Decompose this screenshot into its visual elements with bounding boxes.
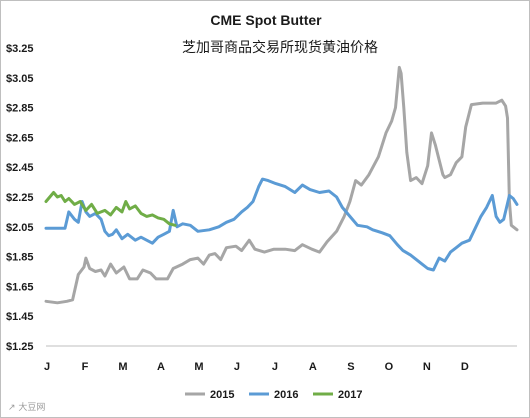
y-tick-label: $1.65: [6, 281, 34, 293]
y-tick-label: $3.25: [6, 43, 34, 55]
y-tick-label: $2.85: [6, 103, 34, 115]
series-line-2016: [44, 177, 519, 272]
y-tick-label: $2.25: [6, 192, 34, 204]
x-tick-label: N: [423, 361, 431, 373]
y-tick-label: $1.45: [6, 311, 34, 323]
y-tick-label: $1.85: [6, 252, 34, 264]
legend-label-2017: 2017: [338, 389, 362, 401]
y-axis: $3.25 $3.05 $2.85 $2.65 $2.45 $2.25 $2.05 $1.85…: [6, 43, 34, 353]
y-tick-label: $2.65: [6, 132, 34, 144]
legend-label-2015: 2015: [210, 389, 234, 401]
series-line-2015: [44, 65, 519, 305]
x-tick-label: J: [234, 361, 240, 373]
x-tick-label: S: [347, 361, 354, 373]
legend-label-2016: 2016: [274, 389, 298, 401]
x-tick-label: J: [272, 361, 278, 373]
x-tick-label: J: [44, 361, 50, 373]
x-tick-label: F: [82, 361, 89, 373]
x-tick-label: M: [194, 361, 203, 373]
y-tick-label: $3.05: [6, 73, 34, 85]
y-tick-label: $2.05: [6, 222, 34, 234]
series-group: [44, 65, 519, 305]
watermark: ↗ 大豆网: [8, 401, 45, 413]
chart-title: CME Spot Butter: [210, 12, 322, 28]
x-tick-label: M: [118, 361, 127, 373]
series-line-2017: [44, 191, 177, 227]
legend: 2015 2016 2017: [185, 389, 362, 401]
x-tick-label: A: [157, 361, 165, 373]
x-tick-label: A: [309, 361, 317, 373]
x-tick-label: O: [385, 361, 394, 373]
y-tick-label: $1.25: [6, 341, 34, 353]
y-tick-label: $2.45: [6, 162, 34, 174]
x-tick-label: D: [461, 361, 469, 373]
chart-subtitle: 芝加哥商品交易所现货黄油价格: [182, 39, 378, 56]
